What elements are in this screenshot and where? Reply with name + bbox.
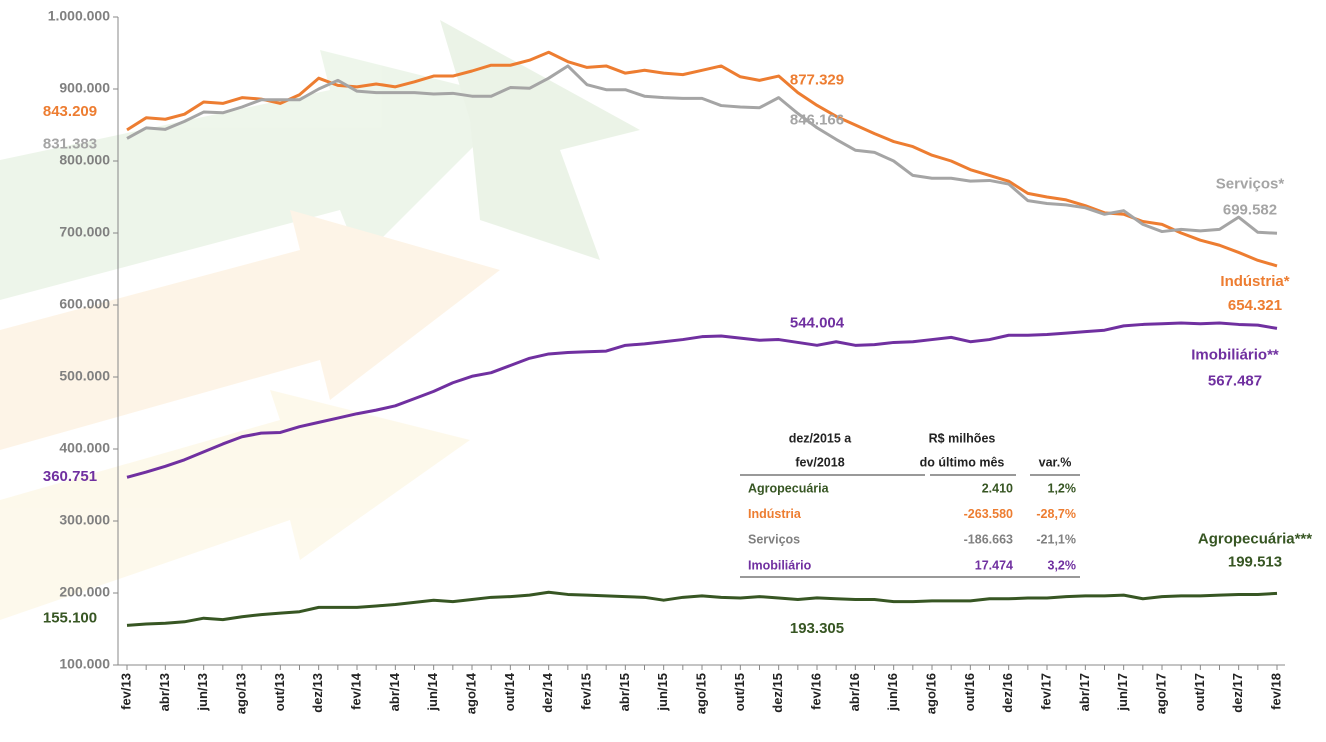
table-cell: -186.663 — [964, 533, 1013, 547]
series-line — [127, 592, 1277, 625]
data-label: 199.513 — [1228, 553, 1282, 570]
series-name: Serviços* — [1216, 175, 1285, 192]
series-name: Indústria* — [1220, 273, 1289, 290]
chart: 100.000 200.000 300.000 400.000 500.000 600.0… — [0, 0, 1326, 742]
x-tick-label: dez/16 — [1000, 673, 1015, 713]
table-cell: Serviços — [748, 533, 800, 547]
x-tick-label: fev/17 — [1038, 673, 1053, 710]
x-tick-label: fev/14 — [348, 672, 363, 710]
table-header: R$ milhões — [929, 431, 996, 445]
data-label: 877.329 — [790, 71, 844, 88]
x-tick-label: abr/16 — [847, 673, 862, 711]
y-tick-label: 100.000 — [59, 656, 110, 672]
x-tick-label: dez/15 — [770, 673, 785, 713]
table-cell: -21,1% — [1036, 533, 1076, 547]
series-name: Agropecuária*** — [1198, 530, 1312, 547]
x-tick-label: ago/14 — [463, 672, 478, 714]
x-tick-label: jun/17 — [1115, 673, 1130, 712]
data-label: 846.166 — [790, 112, 844, 129]
data-label: 699.582 — [1223, 201, 1277, 218]
y-tick-label: 800.000 — [59, 152, 110, 168]
x-tick-label: abr/14 — [387, 672, 402, 711]
x-tick-label: abr/13 — [157, 673, 172, 711]
table-cell: Agropecuária — [748, 481, 830, 495]
x-tick-label: ago/15 — [693, 673, 708, 714]
y-tick-label: 200.000 — [59, 584, 110, 600]
page: {"chart_data": {"type": "line", "categor… — [0, 0, 1326, 742]
x-tick-label: out/15 — [732, 673, 747, 711]
table-cell: Imobiliário — [748, 558, 812, 572]
data-label: 360.751 — [43, 468, 97, 485]
table-header: var.% — [1039, 455, 1072, 469]
y-tick-label: 400.000 — [59, 440, 110, 456]
table-header: dez/2015 a — [789, 431, 853, 445]
y-tick-label: 700.000 — [59, 224, 110, 240]
data-label: 654.321 — [1228, 297, 1282, 314]
x-tick-label: ago/16 — [923, 673, 938, 714]
x-tick-label: dez/13 — [310, 673, 325, 713]
x-tick-label: fev/15 — [578, 673, 593, 710]
x-tick-label: jun/13 — [195, 673, 210, 712]
x-tick-label: out/14 — [502, 672, 517, 711]
data-label: 193.305 — [790, 620, 844, 637]
x-tick-label: jun/14 — [425, 672, 440, 711]
y-tick-label: 300.000 — [59, 512, 110, 528]
x-tick-label: ago/13 — [233, 673, 248, 714]
table-cell: -263.580 — [964, 507, 1013, 521]
x-tick-label: abr/15 — [617, 673, 632, 711]
table-header: fev/2018 — [795, 455, 844, 469]
x-tick-label: out/17 — [1192, 673, 1207, 711]
x-tick-label: jun/16 — [885, 673, 900, 712]
data-label: 544.004 — [790, 314, 845, 331]
x-tick-label: dez/17 — [1230, 673, 1245, 713]
x-tick-label: fev/18 — [1268, 673, 1283, 710]
data-label: 567.487 — [1208, 372, 1262, 389]
data-label: 155.100 — [43, 609, 97, 626]
y-tick-label: 1.000.000 — [48, 8, 110, 24]
x-tick-label: dez/14 — [540, 672, 555, 713]
x-tick-label: out/13 — [272, 673, 287, 711]
x-tick-label: ago/17 — [1153, 673, 1168, 714]
y-tick-label: 900.000 — [59, 80, 110, 96]
table-cell: 3,2% — [1048, 558, 1077, 572]
x-tick-label: out/16 — [962, 673, 977, 711]
series-name: Imobiliário** — [1191, 346, 1279, 363]
x-tick-label: abr/17 — [1077, 673, 1092, 711]
table-cell: 2.410 — [982, 481, 1013, 495]
table-cell: 1,2% — [1048, 481, 1077, 495]
x-tick-label: jun/15 — [655, 673, 670, 712]
x-tick-label: fev/13 — [118, 673, 133, 710]
table-cell: 17.474 — [975, 558, 1013, 572]
data-label: 831.383 — [43, 135, 97, 152]
data-label: 843.209 — [43, 103, 97, 120]
table-header: do último mês — [920, 455, 1005, 469]
y-tick-label: 500.000 — [59, 368, 110, 384]
table-cell: Indústria — [748, 507, 802, 521]
y-tick-label: 600.000 — [59, 296, 110, 312]
table-cell: -28,7% — [1036, 507, 1076, 521]
x-tick-label: fev/16 — [808, 673, 823, 710]
